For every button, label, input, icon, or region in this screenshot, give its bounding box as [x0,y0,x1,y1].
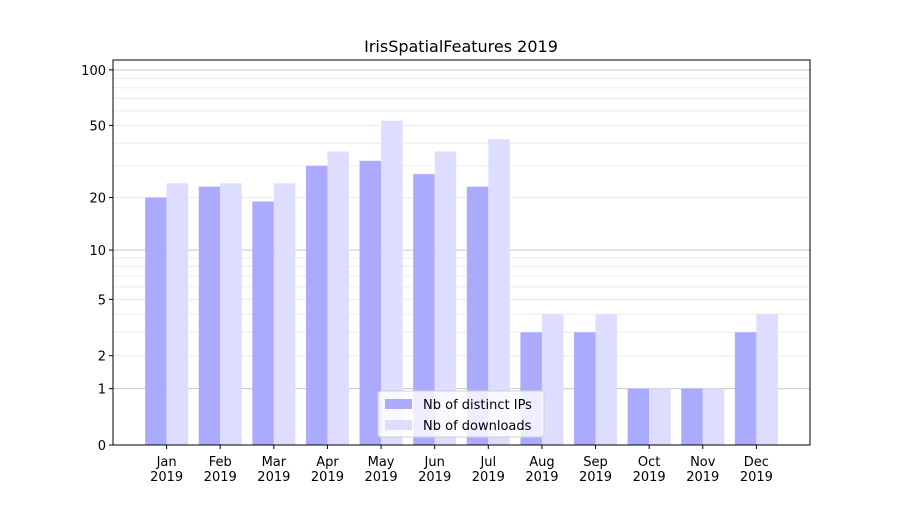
bar-downloads [381,120,403,446]
legend-box [377,390,545,438]
bar-downloads [649,388,671,445]
legend-swatch [385,420,412,430]
bar-distinct-ips [466,186,489,446]
bars [145,120,778,446]
x-tick-label-month: Sep [583,455,608,470]
x-tick-label-year: 2019 [150,470,183,485]
x-tick-label-month: Feb [209,455,232,470]
y-tick-label: 5 [98,293,106,308]
x-tick-label-year: 2019 [472,470,505,485]
bar-distinct-ips [734,332,757,445]
x-axis: Jan2019Feb2019Mar2019Apr2019May2019Jun20… [150,445,773,485]
bar-distinct-ips [574,332,596,445]
y-tick-label: 100 [81,64,106,79]
x-tick-label-year: 2019 [257,470,290,485]
x-tick-label-month: Mar [262,455,287,470]
x-tick-label-month: Jun [424,455,445,470]
x-tick-label-year: 2019 [525,470,558,485]
y-tick-label: 2 [98,350,106,365]
x-tick-label-month: May [368,455,395,470]
x-tick-label-year: 2019 [686,470,719,485]
x-tick-label-month: Aug [529,455,554,470]
chart-title: IrisSpatialFeatures 2019 [364,37,558,56]
bar-distinct-ips [627,388,650,445]
legend-label: Nb of downloads [423,419,532,434]
y-axis: 0 1 2 5 10 20 50 100 [81,64,113,454]
bar-downloads [541,314,564,445]
bar-downloads [702,388,725,445]
bar-downloads [273,183,296,445]
bar-distinct-ips [198,186,221,446]
axes-frame [112,59,811,446]
x-tick-label-month: Apr [316,455,339,470]
bar-downloads [488,139,510,445]
x-tick-label-month: Jul [479,455,496,470]
x-tick-label-year: 2019 [418,470,451,485]
x-tick-label-month: Dec [744,455,769,470]
x-tick-label-year: 2019 [311,470,344,485]
y-tick-label: 0 [98,439,106,454]
bar-distinct-ips [359,160,382,445]
y-tick-label: 20 [89,192,106,207]
bar-distinct-ips [413,174,435,445]
bar-downloads [595,314,618,445]
x-tick-label-month: Nov [690,455,716,470]
x-tick-label-year: 2019 [579,470,612,485]
bar-distinct-ips [305,165,328,445]
bar-downloads [166,183,189,445]
x-tick-label-year: 2019 [204,470,237,485]
legend-swatch [385,399,412,409]
y-tick-label: 1 [98,383,106,398]
x-tick-label-year: 2019 [740,470,773,485]
bar-downloads [220,183,242,445]
x-tick-label-month: Jan [156,455,177,470]
bar-downloads [327,151,349,446]
bar-distinct-ips [252,201,274,445]
bar-distinct-ips [681,388,703,445]
bar-downloads [434,151,457,446]
x-tick-label-year: 2019 [365,470,398,485]
legend: Nb of distinct IPs Nb of downloads [377,390,545,438]
bar-distinct-ips [145,197,167,445]
x-tick-label-month: Oct [638,455,660,470]
x-tick-label-year: 2019 [633,470,666,485]
legend-label: Nb of distinct IPs [423,398,532,413]
bar-downloads [756,314,778,445]
y-tick-label: 50 [89,119,106,134]
y-tick-label: 10 [89,244,106,259]
